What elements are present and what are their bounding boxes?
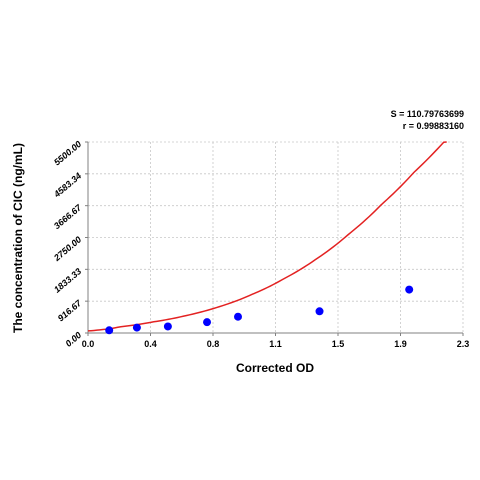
y-tick-label: 4583.34 (51, 171, 83, 200)
x-tick-label: 1.5 (332, 339, 345, 349)
grid (88, 141, 464, 333)
data-point (315, 307, 324, 316)
data-point (132, 323, 141, 332)
fit-curve (87, 141, 447, 332)
axes (85, 141, 464, 336)
x-tick-label: 0.4 (144, 339, 157, 349)
y-tick-label: 916.67 (56, 297, 84, 323)
fit-curve-layer (87, 141, 447, 332)
y-tick-label: 0.00 (63, 330, 83, 349)
data-point (203, 318, 212, 327)
data-points (105, 285, 414, 335)
x-tick-label: 0.8 (207, 339, 220, 349)
x-tick-label: 1.1 (269, 339, 282, 349)
data-point (105, 326, 114, 335)
y-tick-label: 3666.67 (52, 202, 84, 231)
y-tick-label: 5500.00 (52, 139, 83, 168)
y-axis-title: The concentration of CIC (ng/mL) (11, 143, 25, 333)
x-tick-label: 0.0 (82, 339, 95, 349)
s-statistic: S = 110.79763699 (391, 109, 464, 119)
data-point (405, 285, 414, 294)
y-tick-label: 2750.00 (51, 234, 83, 263)
data-point (163, 322, 172, 331)
x-tick-label: 1.9 (394, 339, 407, 349)
y-tick-label: 1833.33 (52, 266, 83, 295)
x-tick-label: 2.3 (457, 339, 470, 349)
r-statistic: r = 0.99883160 (403, 121, 464, 131)
data-point (234, 312, 242, 321)
x-axis-title: Corrected OD (236, 361, 314, 375)
